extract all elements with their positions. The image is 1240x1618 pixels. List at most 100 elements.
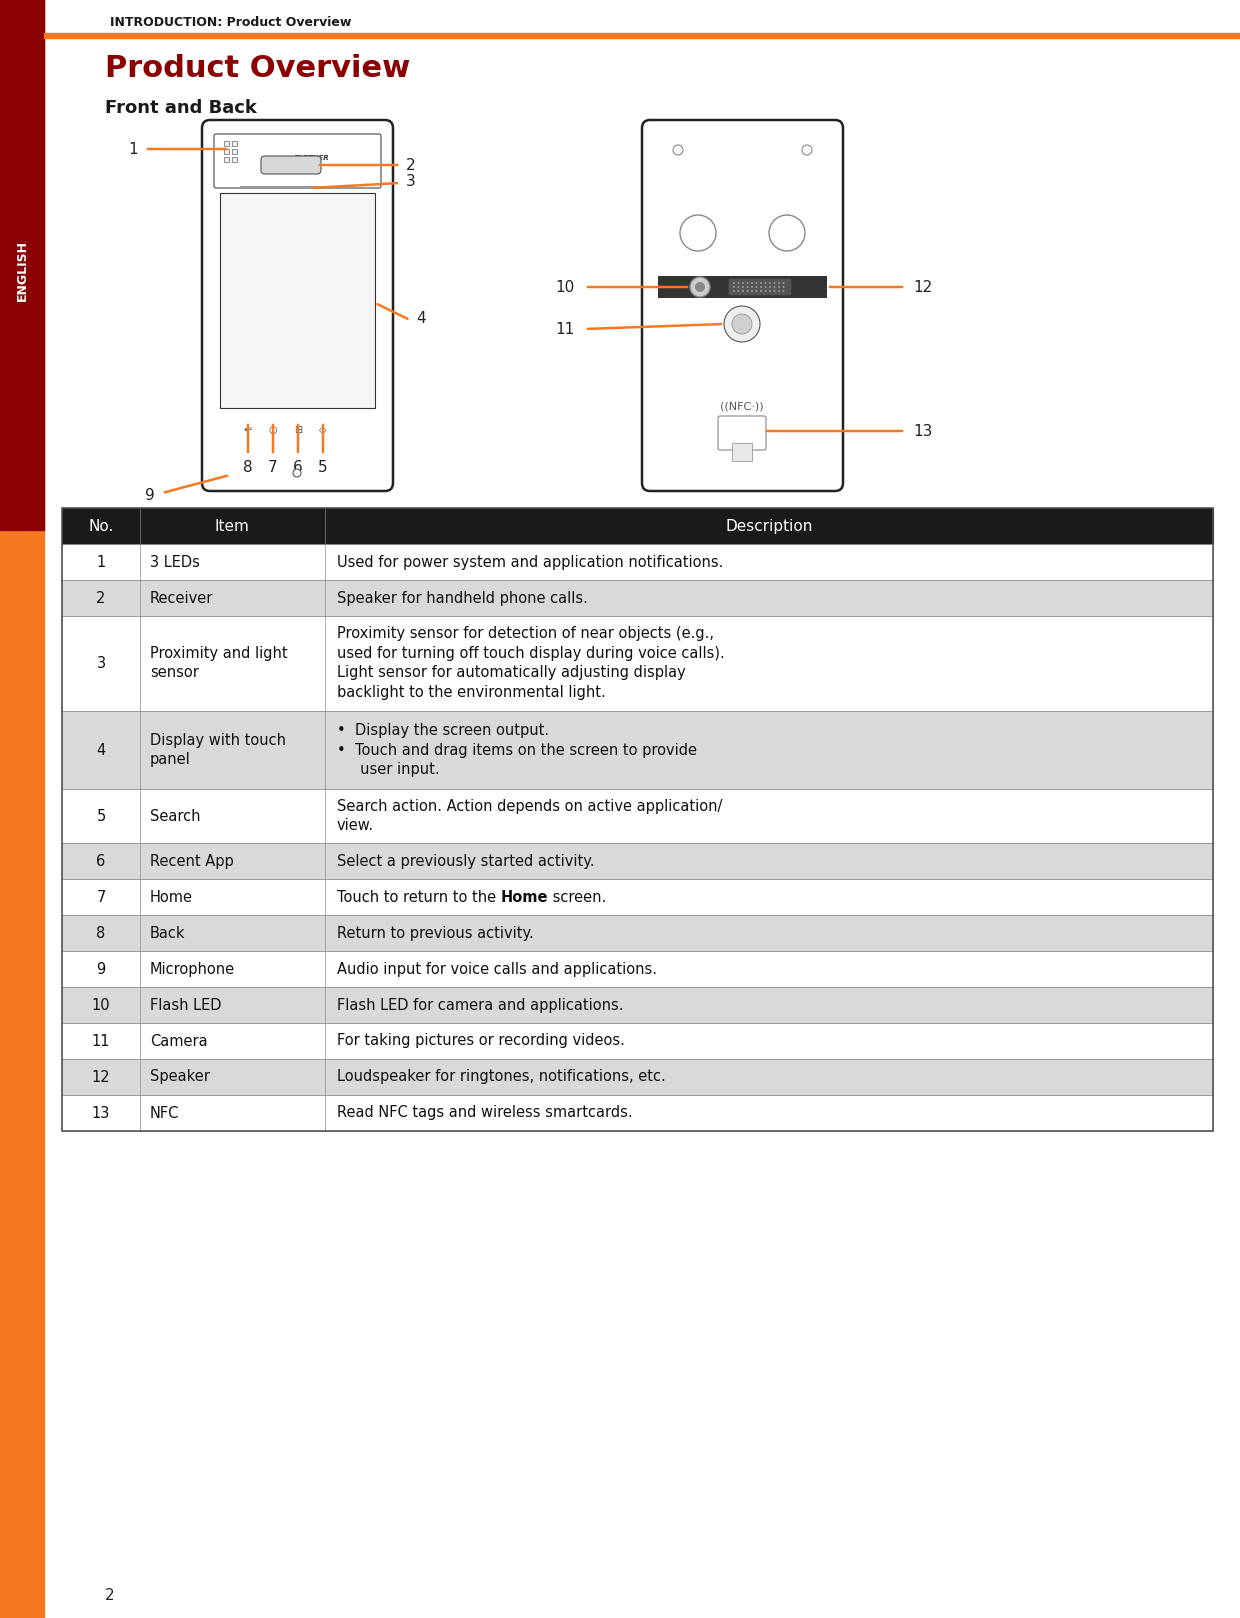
Bar [219,193,374,408]
Text: 3: 3 [97,655,105,670]
Circle shape [746,290,749,291]
Text: 2: 2 [405,157,415,173]
Text: Audio input for voice calls and applications.: Audio input for voice calls and applicat… [337,961,657,977]
Text: 1: 1 [97,555,105,570]
Circle shape [760,290,763,291]
Bar [62,879,1213,916]
Circle shape [782,286,785,288]
Circle shape [680,215,715,251]
Circle shape [765,290,766,291]
Circle shape [777,286,780,288]
Bar [62,579,1213,616]
Circle shape [760,286,763,288]
Text: Proximity sensor for detection of near objects (e.g.,
used for turning off touch: Proximity sensor for detection of near o… [337,626,724,701]
Text: 6: 6 [293,460,303,474]
Text: 13: 13 [92,1105,110,1121]
Bar [62,616,1213,710]
FancyBboxPatch shape [642,120,843,490]
Bar [658,277,827,298]
Circle shape [769,282,771,285]
Bar [62,1095,1213,1131]
Text: Receiver: Receiver [150,591,213,605]
Circle shape [802,146,812,155]
Circle shape [733,290,735,291]
Text: Touch to return to the: Touch to return to the [337,890,501,904]
Bar [62,790,1213,843]
Text: •  Display the screen output.
•  Touch and drag items on the screen to provide
 : • Display the screen output. • Touch and… [337,723,697,777]
Circle shape [738,282,739,285]
Bar [0,0,43,531]
Bar [224,149,229,154]
Text: 12: 12 [92,1069,110,1084]
Bar [62,916,1213,951]
Text: Front and Back: Front and Back [105,99,257,116]
Text: 4: 4 [97,743,105,757]
Text: ⊟: ⊟ [294,426,303,435]
Circle shape [738,290,739,291]
Text: 3 LEDs: 3 LEDs [150,555,200,570]
Circle shape [782,290,785,291]
Text: Item: Item [215,518,249,534]
Text: Home: Home [501,890,548,904]
Text: 6: 6 [97,854,105,869]
Text: Back: Back [150,925,186,940]
FancyBboxPatch shape [202,120,393,490]
Text: Flash LED for camera and applications.: Flash LED for camera and applications. [337,998,624,1013]
Text: 12: 12 [913,280,932,294]
Text: 1: 1 [129,141,138,157]
Text: 8: 8 [243,460,253,474]
Text: Speaker: Speaker [150,1069,210,1084]
Bar [62,951,1213,987]
Text: For taking pictures or recording videos.: For taking pictures or recording videos. [337,1034,625,1048]
Text: Speaker for handheld phone calls.: Speaker for handheld phone calls. [337,591,588,605]
Bar [62,508,1213,544]
Text: ((NFC·)): ((NFC·)) [720,401,764,411]
Circle shape [782,282,785,285]
FancyBboxPatch shape [718,416,766,450]
Bar [62,1060,1213,1095]
Bar [224,141,229,146]
Text: 5: 5 [97,809,105,824]
Text: 4: 4 [415,311,425,325]
Circle shape [769,215,805,251]
Circle shape [733,286,735,288]
Text: Select a previously started activity.: Select a previously started activity. [337,854,594,869]
Bar [62,710,1213,790]
Bar [62,544,1213,579]
Text: 7: 7 [268,460,278,474]
Circle shape [769,290,771,291]
FancyBboxPatch shape [729,278,791,294]
Circle shape [742,282,744,285]
Text: No.: No. [88,518,114,534]
Text: Proximity and light
sensor: Proximity and light sensor [150,646,288,681]
Circle shape [777,290,780,291]
Text: 11: 11 [92,1034,110,1048]
Bar [62,843,1213,879]
Bar [0,0,43,1618]
Text: Search: Search [150,809,201,824]
Circle shape [769,286,771,288]
Text: Display with touch
panel: Display with touch panel [150,733,286,767]
Circle shape [751,290,753,291]
Circle shape [755,290,758,291]
Circle shape [774,290,775,291]
Text: Camera: Camera [150,1034,207,1048]
Text: NFC: NFC [150,1105,180,1121]
Bar [232,149,237,154]
Text: 2: 2 [105,1587,114,1602]
Text: ◇: ◇ [319,426,327,435]
Text: screen.: screen. [548,890,606,904]
Text: Description: Description [725,518,812,534]
Circle shape [746,286,749,288]
Circle shape [777,282,780,285]
Text: Recent App: Recent App [150,854,234,869]
Text: Return to previous activity.: Return to previous activity. [337,925,533,940]
Text: 2: 2 [97,591,105,605]
Circle shape [755,282,758,285]
Text: 3: 3 [405,173,415,189]
Text: INTRODUCTION: Product Overview: INTRODUCTION: Product Overview [110,16,351,29]
Circle shape [689,277,711,298]
Text: Read NFC tags and wireless smartcards.: Read NFC tags and wireless smartcards. [337,1105,632,1121]
Bar [62,508,1213,1131]
Bar [732,443,751,461]
